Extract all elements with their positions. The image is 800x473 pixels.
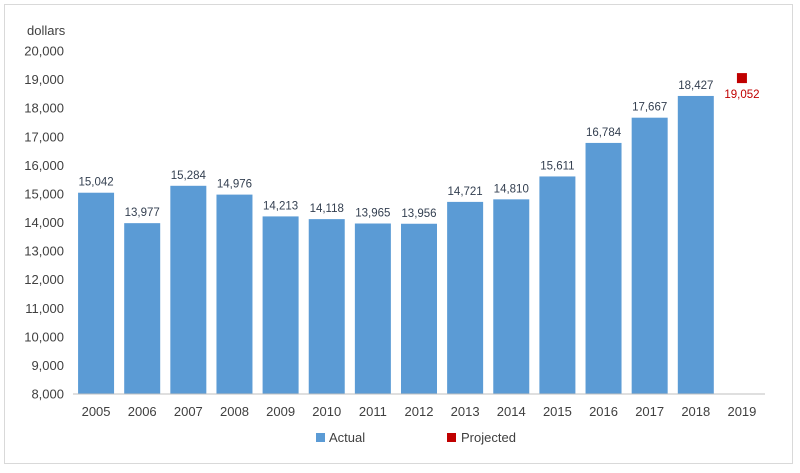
bar-actual xyxy=(124,223,161,394)
data-label-actual: 14,810 xyxy=(494,183,529,195)
legend: Actual Projected xyxy=(316,430,516,445)
bar-actual xyxy=(447,201,484,394)
x-tick-label: 2012 xyxy=(405,404,434,419)
data-label-actual: 15,042 xyxy=(78,177,113,189)
data-label-actual: 14,118 xyxy=(310,203,344,215)
x-tick-label: 2010 xyxy=(312,404,341,419)
data-label-actual: 14,721 xyxy=(448,186,483,198)
x-tick-label: 2005 xyxy=(82,404,111,419)
data-label-actual: 14,976 xyxy=(217,179,252,191)
legend-actual-label: Actual xyxy=(329,430,365,445)
y-tick-label: 17,000 xyxy=(24,129,64,144)
y-tick-label: 8,000 xyxy=(31,387,64,402)
y-tick-label: 11,000 xyxy=(25,301,64,316)
y-tick-label: 15,000 xyxy=(24,186,64,201)
x-tick-label: 2019 xyxy=(727,404,756,419)
x-tick-label: 2016 xyxy=(589,404,618,419)
legend-projected-label: Projected xyxy=(461,430,516,445)
x-axis-ticks: 2005 2006 2007 2008 2009 2010 2011 2012 2013 2014… xyxy=(82,404,757,419)
x-tick-label: 2017 xyxy=(635,404,664,419)
data-label-actual: 17,667 xyxy=(632,102,667,114)
x-tick-label: 2007 xyxy=(174,404,203,419)
legend-actual-swatch xyxy=(316,433,325,442)
bars: 15,042 13,977 15,284 14,976 14,213 14,118 13,9… xyxy=(78,73,760,395)
data-label-actual: 15,611 xyxy=(540,160,574,172)
y-tick-label: 9,000 xyxy=(31,358,64,373)
legend-projected-swatch xyxy=(447,433,456,442)
bar-actual xyxy=(585,142,622,394)
bar-actual xyxy=(631,117,668,395)
bar-actual xyxy=(308,219,345,394)
bar-actual xyxy=(216,194,253,394)
bar-actual xyxy=(262,216,299,394)
bar-actual xyxy=(493,199,530,394)
bar-actual xyxy=(401,223,437,394)
y-tick-label: 14,000 xyxy=(24,215,64,230)
data-label-actual: 13,956 xyxy=(401,208,436,220)
y-tick-label: 16,000 xyxy=(24,158,64,173)
x-tick-label: 2018 xyxy=(681,404,710,419)
y-tick-label: 20,000 xyxy=(24,44,64,59)
bar-actual xyxy=(677,95,714,395)
x-tick-label: 2014 xyxy=(497,404,526,419)
x-tick-label: 2013 xyxy=(451,404,480,419)
y-axis-unit-label: dollars xyxy=(27,23,66,38)
x-tick-label: 2011 xyxy=(359,404,387,419)
x-tick-label: 2008 xyxy=(220,404,249,419)
x-tick-label: 2006 xyxy=(128,404,157,419)
x-tick-label: 2009 xyxy=(266,404,295,419)
y-tick-label: 13,000 xyxy=(24,244,64,259)
y-tick-label: 10,000 xyxy=(24,329,64,344)
y-tick-label: 12,000 xyxy=(24,272,64,287)
bar-actual xyxy=(539,176,576,394)
data-label-projected: 19,052 xyxy=(724,89,759,101)
bar-actual xyxy=(354,223,391,394)
bar-actual xyxy=(78,192,115,394)
x-tick-label: 2015 xyxy=(543,404,572,419)
data-label-actual: 15,284 xyxy=(171,170,207,182)
data-label-actual: 13,965 xyxy=(355,208,390,220)
data-label-actual: 14,213 xyxy=(263,200,298,212)
data-label-actual: 16,784 xyxy=(586,127,622,139)
data-label-actual: 13,977 xyxy=(125,207,160,219)
bar-actual xyxy=(170,185,207,394)
marker-projected xyxy=(736,73,747,84)
y-axis-ticks: 8,000 9,000 10,000 11,000 12,000 13,000 14,000… xyxy=(24,44,64,402)
y-tick-label: 18,000 xyxy=(24,101,64,116)
data-label-actual: 18,427 xyxy=(678,80,713,92)
y-tick-label: 19,000 xyxy=(24,72,64,87)
